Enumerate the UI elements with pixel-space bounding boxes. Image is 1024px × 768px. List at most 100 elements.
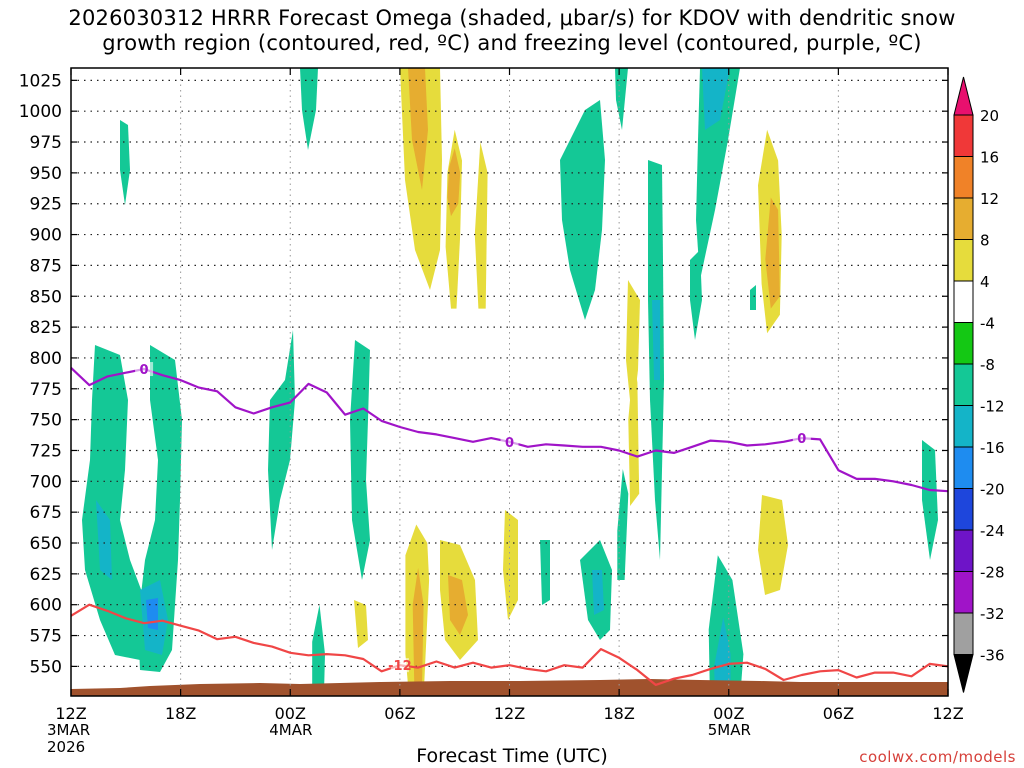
colorbar-label: -16 — [980, 439, 1005, 457]
omega-shaded-region — [146, 598, 158, 630]
colorbar-label: -20 — [980, 481, 1005, 499]
chart-title-line-1: 2026030312 HRRR Forecast Omega (shaded, … — [68, 6, 956, 30]
x-tick-label: 06Z — [823, 704, 854, 723]
colorbar-swatch-top — [953, 76, 974, 116]
omega-region — [312, 604, 325, 696]
y-tick-label: 975 — [30, 133, 62, 153]
y-tick-label: 950 — [30, 164, 62, 184]
omega-shaded-region — [592, 570, 604, 615]
x-axis-title: Forecast Time (UTC) — [416, 745, 608, 767]
y-tick-label: 625 — [30, 565, 62, 585]
omega-shaded-region — [96, 500, 112, 580]
x-tick-label: 18Z — [165, 704, 196, 723]
contour-label-bg — [500, 434, 519, 449]
omega-region — [765, 197, 780, 309]
omega-shaded-region — [505, 68, 518, 330]
colorbar-swatch — [953, 197, 974, 240]
colorbar-label: -4 — [980, 315, 995, 333]
colorbar-swatch — [953, 156, 974, 199]
chart-title: 2026030312 HRRR Forecast Omega (shaded, … — [0, 6, 1024, 56]
omega-shaded-region — [702, 68, 730, 130]
colorbar-swatch-bottom — [953, 654, 974, 693]
y-tick-label: 900 — [30, 226, 62, 246]
colorbar-label: -28 — [980, 564, 1005, 582]
x-tick-label: 12Z — [932, 704, 963, 723]
omega-shaded-region — [305, 420, 320, 520]
omega-shaded-region — [624, 560, 645, 635]
credit-link[interactable]: coolwx.com/models — [859, 748, 1016, 766]
y-tick-label: 875 — [30, 256, 62, 276]
date-label: 3MAR — [47, 721, 91, 739]
y-tick-label: 575 — [30, 627, 62, 647]
y-tick-label: 825 — [30, 318, 62, 338]
omega-shaded-region — [137, 420, 148, 520]
omega-region — [617, 469, 629, 580]
omega-shaded-region — [850, 190, 912, 590]
colorbar-label: 12 — [980, 190, 999, 208]
omega-shaded-region — [750, 285, 756, 310]
freezing-level-contour-label: 0 — [140, 363, 149, 378]
omega-region — [447, 148, 461, 217]
colorbar-swatch — [953, 405, 974, 448]
y-tick-label: 1000 — [19, 102, 62, 122]
omega-shaded-region — [920, 170, 948, 460]
freezing-level-contour-label: 0 — [797, 432, 806, 447]
contour-label-bg — [135, 362, 154, 377]
plot-area — [71, 68, 948, 696]
colorbar: 20 16 12 8 4 -4 -8 -12 -16 -20 -24 -28 -32 -36 — [953, 76, 1005, 693]
omega-region — [714, 617, 731, 696]
colorbar-label: 16 — [980, 149, 999, 167]
colorbar-label: 4 — [980, 273, 990, 291]
omega-shaded-region — [652, 300, 660, 380]
omega-shaded-region — [690, 250, 702, 340]
x-tick-label: 00Z — [713, 704, 744, 723]
omega-region — [474, 142, 488, 309]
omega-shaded-region — [300, 68, 318, 150]
snow-growth-contour-label: -12 — [388, 659, 412, 674]
colorbar-label: -12 — [980, 398, 1005, 416]
colorbar-label: -32 — [980, 605, 1005, 623]
date-label: 2026 — [47, 738, 86, 756]
y-tick-label: 675 — [30, 503, 62, 523]
contour-label-bg — [792, 431, 811, 446]
omega-shaded-region — [626, 280, 640, 420]
colorbar-label: -24 — [980, 522, 1005, 540]
contour-layer: -12 0 0 0 — [70, 362, 949, 686]
x-tick-label: 12Z — [55, 704, 86, 723]
colorbar-swatch — [953, 239, 974, 282]
y-tick-label: 1025 — [19, 71, 62, 91]
omega-shaded-region — [244, 230, 258, 430]
x-tick-label: 12Z — [494, 704, 525, 723]
y-tick-label: 600 — [30, 596, 62, 616]
omega-shaded-region — [922, 440, 938, 560]
y-tick-label: 650 — [30, 534, 62, 554]
omega-region — [628, 357, 640, 506]
y-tick-label: 925 — [30, 195, 62, 215]
axes: 550 575 600 625 650 675 700 725 750 775 800 825 850 8… — [19, 67, 964, 723]
y-tick-label: 850 — [30, 287, 62, 307]
colorbar-swatch — [953, 612, 974, 655]
x-tick-label: 18Z — [603, 704, 634, 723]
omega-shaded-region — [660, 68, 705, 300]
colorbar-label: 20 — [980, 107, 999, 125]
colorbar-swatch — [953, 446, 974, 489]
omega-region — [412, 567, 424, 696]
omega-shaded-region — [560, 100, 605, 320]
colorbar-swatch — [953, 114, 974, 157]
omega-shaded-region — [605, 68, 650, 470]
colorbar-swatch — [953, 280, 974, 323]
omega-shaded-region — [448, 575, 468, 635]
y-tick-label: 750 — [30, 411, 62, 431]
chart-title-line-2: growth region (contoured, red, ºC) and f… — [102, 31, 922, 55]
colorbar-label: -36 — [980, 647, 1005, 665]
colorbar-swatch — [953, 571, 974, 614]
omega-shaded-region — [350, 340, 370, 580]
omega-shaded-region — [615, 68, 628, 130]
x-tick-label: 06Z — [384, 704, 415, 723]
colorbar-label: -8 — [980, 356, 995, 374]
gridlines — [71, 68, 948, 696]
omega-shaded-region — [758, 495, 788, 595]
omega-shaded-region — [540, 540, 550, 605]
x-tick-label: 00Z — [275, 704, 306, 723]
